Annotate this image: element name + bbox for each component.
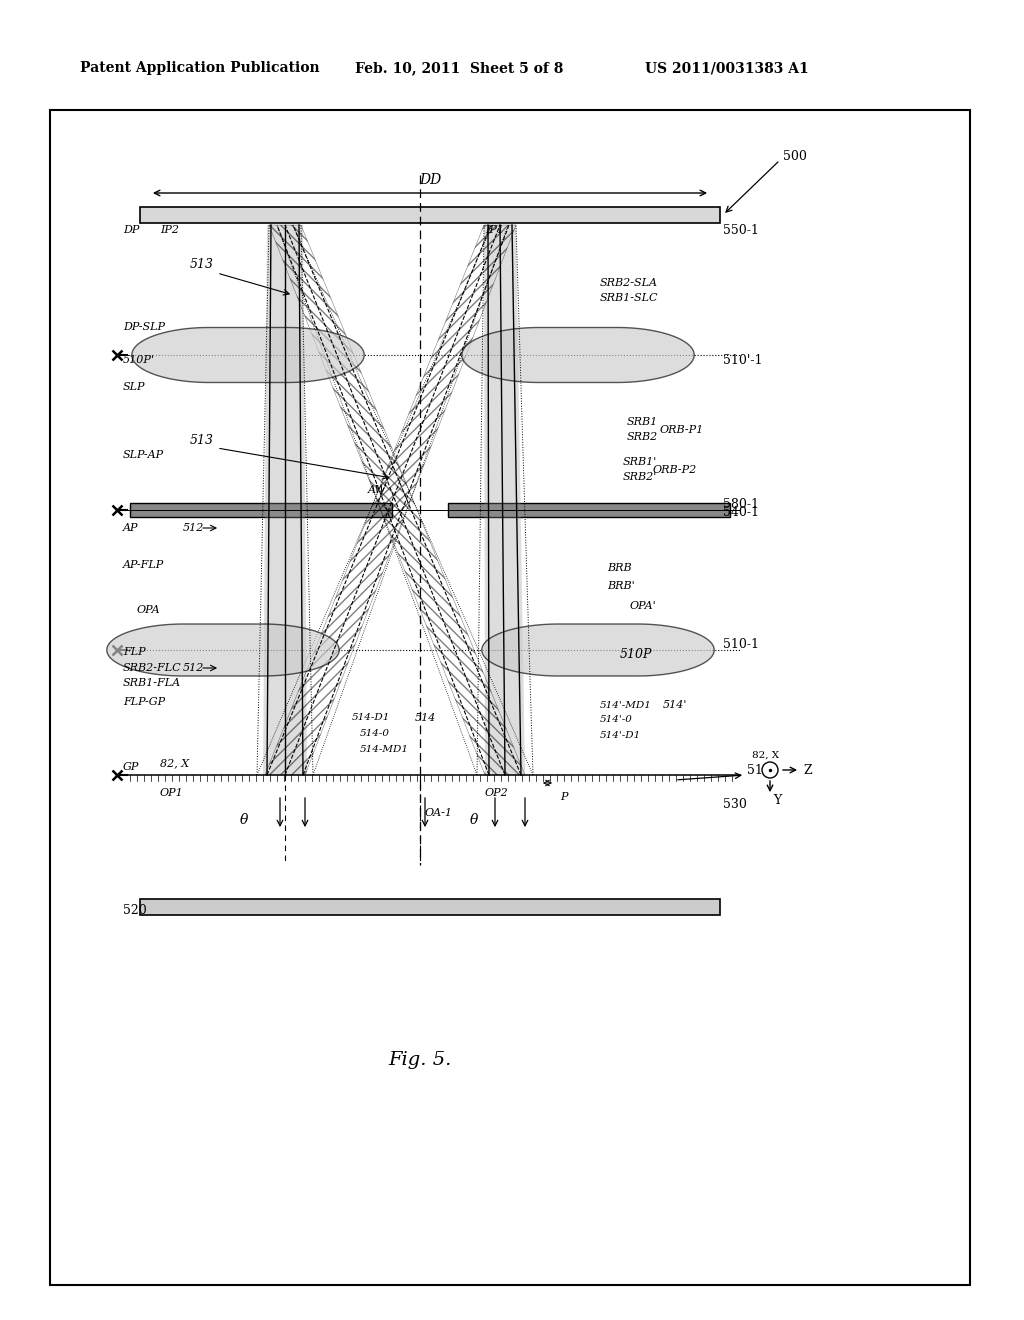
Polygon shape [462, 327, 694, 383]
Polygon shape [132, 327, 365, 383]
Text: OA-1: OA-1 [425, 808, 453, 818]
Bar [140, 207, 720, 223]
Text: 82, X: 82, X [160, 758, 189, 768]
Text: 500: 500 [783, 150, 807, 164]
Text: DP: DP [123, 224, 139, 235]
Circle shape [762, 762, 778, 777]
Text: 514'-D1: 514'-D1 [600, 730, 641, 739]
Bar [140, 899, 720, 915]
Text: SRB2-FLC: SRB2-FLC [123, 663, 181, 673]
Text: 514-MD1: 514-MD1 [360, 746, 409, 755]
Text: 513: 513 [190, 259, 214, 272]
Polygon shape [482, 624, 714, 676]
Text: 514-0: 514-0 [360, 730, 390, 738]
Text: 82, X: 82, X [752, 751, 779, 759]
Bar [449, 503, 730, 517]
Text: 513: 513 [190, 433, 214, 446]
Text: 550-1: 550-1 [723, 223, 759, 236]
Polygon shape [263, 224, 307, 775]
Text: SRB1-SLC: SRB1-SLC [600, 293, 658, 304]
Text: FLP: FLP [123, 647, 145, 657]
Text: θ: θ [240, 813, 249, 828]
Text: DD: DD [419, 173, 441, 187]
Text: θ: θ [470, 813, 478, 828]
Text: 514'-0: 514'-0 [600, 715, 633, 725]
Text: 514': 514' [663, 700, 687, 710]
Text: OPA: OPA [137, 605, 161, 615]
Text: Feb. 10, 2011  Sheet 5 of 8: Feb. 10, 2011 Sheet 5 of 8 [355, 61, 563, 75]
Text: 514-D1: 514-D1 [352, 714, 390, 722]
Text: OP2: OP2 [485, 788, 509, 799]
Text: 510'-1: 510'-1 [723, 354, 763, 367]
Text: BRB': BRB' [607, 581, 635, 591]
Text: 520: 520 [123, 903, 146, 916]
Text: Fig. 5.: Fig. 5. [388, 1051, 452, 1069]
Text: IP2: IP2 [160, 224, 179, 235]
Text: SRB2-SLA: SRB2-SLA [600, 279, 658, 288]
Text: OP1: OP1 [160, 788, 183, 799]
Text: GP: GP [123, 762, 139, 772]
Text: Z: Z [803, 763, 812, 776]
Text: 540-1: 540-1 [723, 506, 759, 519]
Text: 514: 514 [415, 713, 436, 723]
Text: SRB2: SRB2 [627, 432, 658, 442]
Text: SRB1': SRB1' [623, 457, 657, 467]
Text: OPA': OPA' [630, 601, 656, 611]
Text: SRB1-FLA: SRB1-FLA [123, 678, 181, 688]
Text: 511: 511 [746, 763, 771, 776]
Text: 510P: 510P [620, 648, 652, 661]
Text: 530: 530 [723, 799, 746, 812]
Text: P: P [560, 792, 567, 803]
Text: AP: AP [123, 523, 138, 533]
Text: FLP-GP: FLP-GP [123, 697, 165, 708]
Text: 510P': 510P' [123, 355, 155, 366]
Text: 580-1: 580-1 [723, 499, 759, 511]
Text: AP-FLP: AP-FLP [123, 560, 164, 570]
Text: AW: AW [368, 484, 387, 495]
Polygon shape [106, 624, 339, 676]
Text: IP1: IP1 [485, 224, 504, 235]
Text: ORB-P2: ORB-P2 [653, 465, 697, 475]
Text: SRB2': SRB2' [623, 473, 657, 482]
Text: BRB: BRB [607, 564, 632, 573]
Text: 510-1: 510-1 [723, 639, 759, 652]
Text: SLP-AP: SLP-AP [123, 450, 164, 459]
Text: SRB1: SRB1 [627, 417, 658, 426]
Text: 514'-MD1: 514'-MD1 [600, 701, 652, 710]
Text: 512: 512 [183, 663, 205, 673]
Text: US 2011/0031383 A1: US 2011/0031383 A1 [645, 61, 809, 75]
Text: 512: 512 [183, 523, 205, 533]
Text: DP-SLP: DP-SLP [123, 322, 165, 333]
Text: ORB-P1: ORB-P1 [660, 425, 705, 436]
Text: Patent Application Publication: Patent Application Publication [80, 61, 319, 75]
Text: SLP: SLP [123, 381, 145, 392]
Bar [130, 503, 392, 517]
Polygon shape [484, 224, 525, 775]
Text: Y: Y [773, 793, 781, 807]
